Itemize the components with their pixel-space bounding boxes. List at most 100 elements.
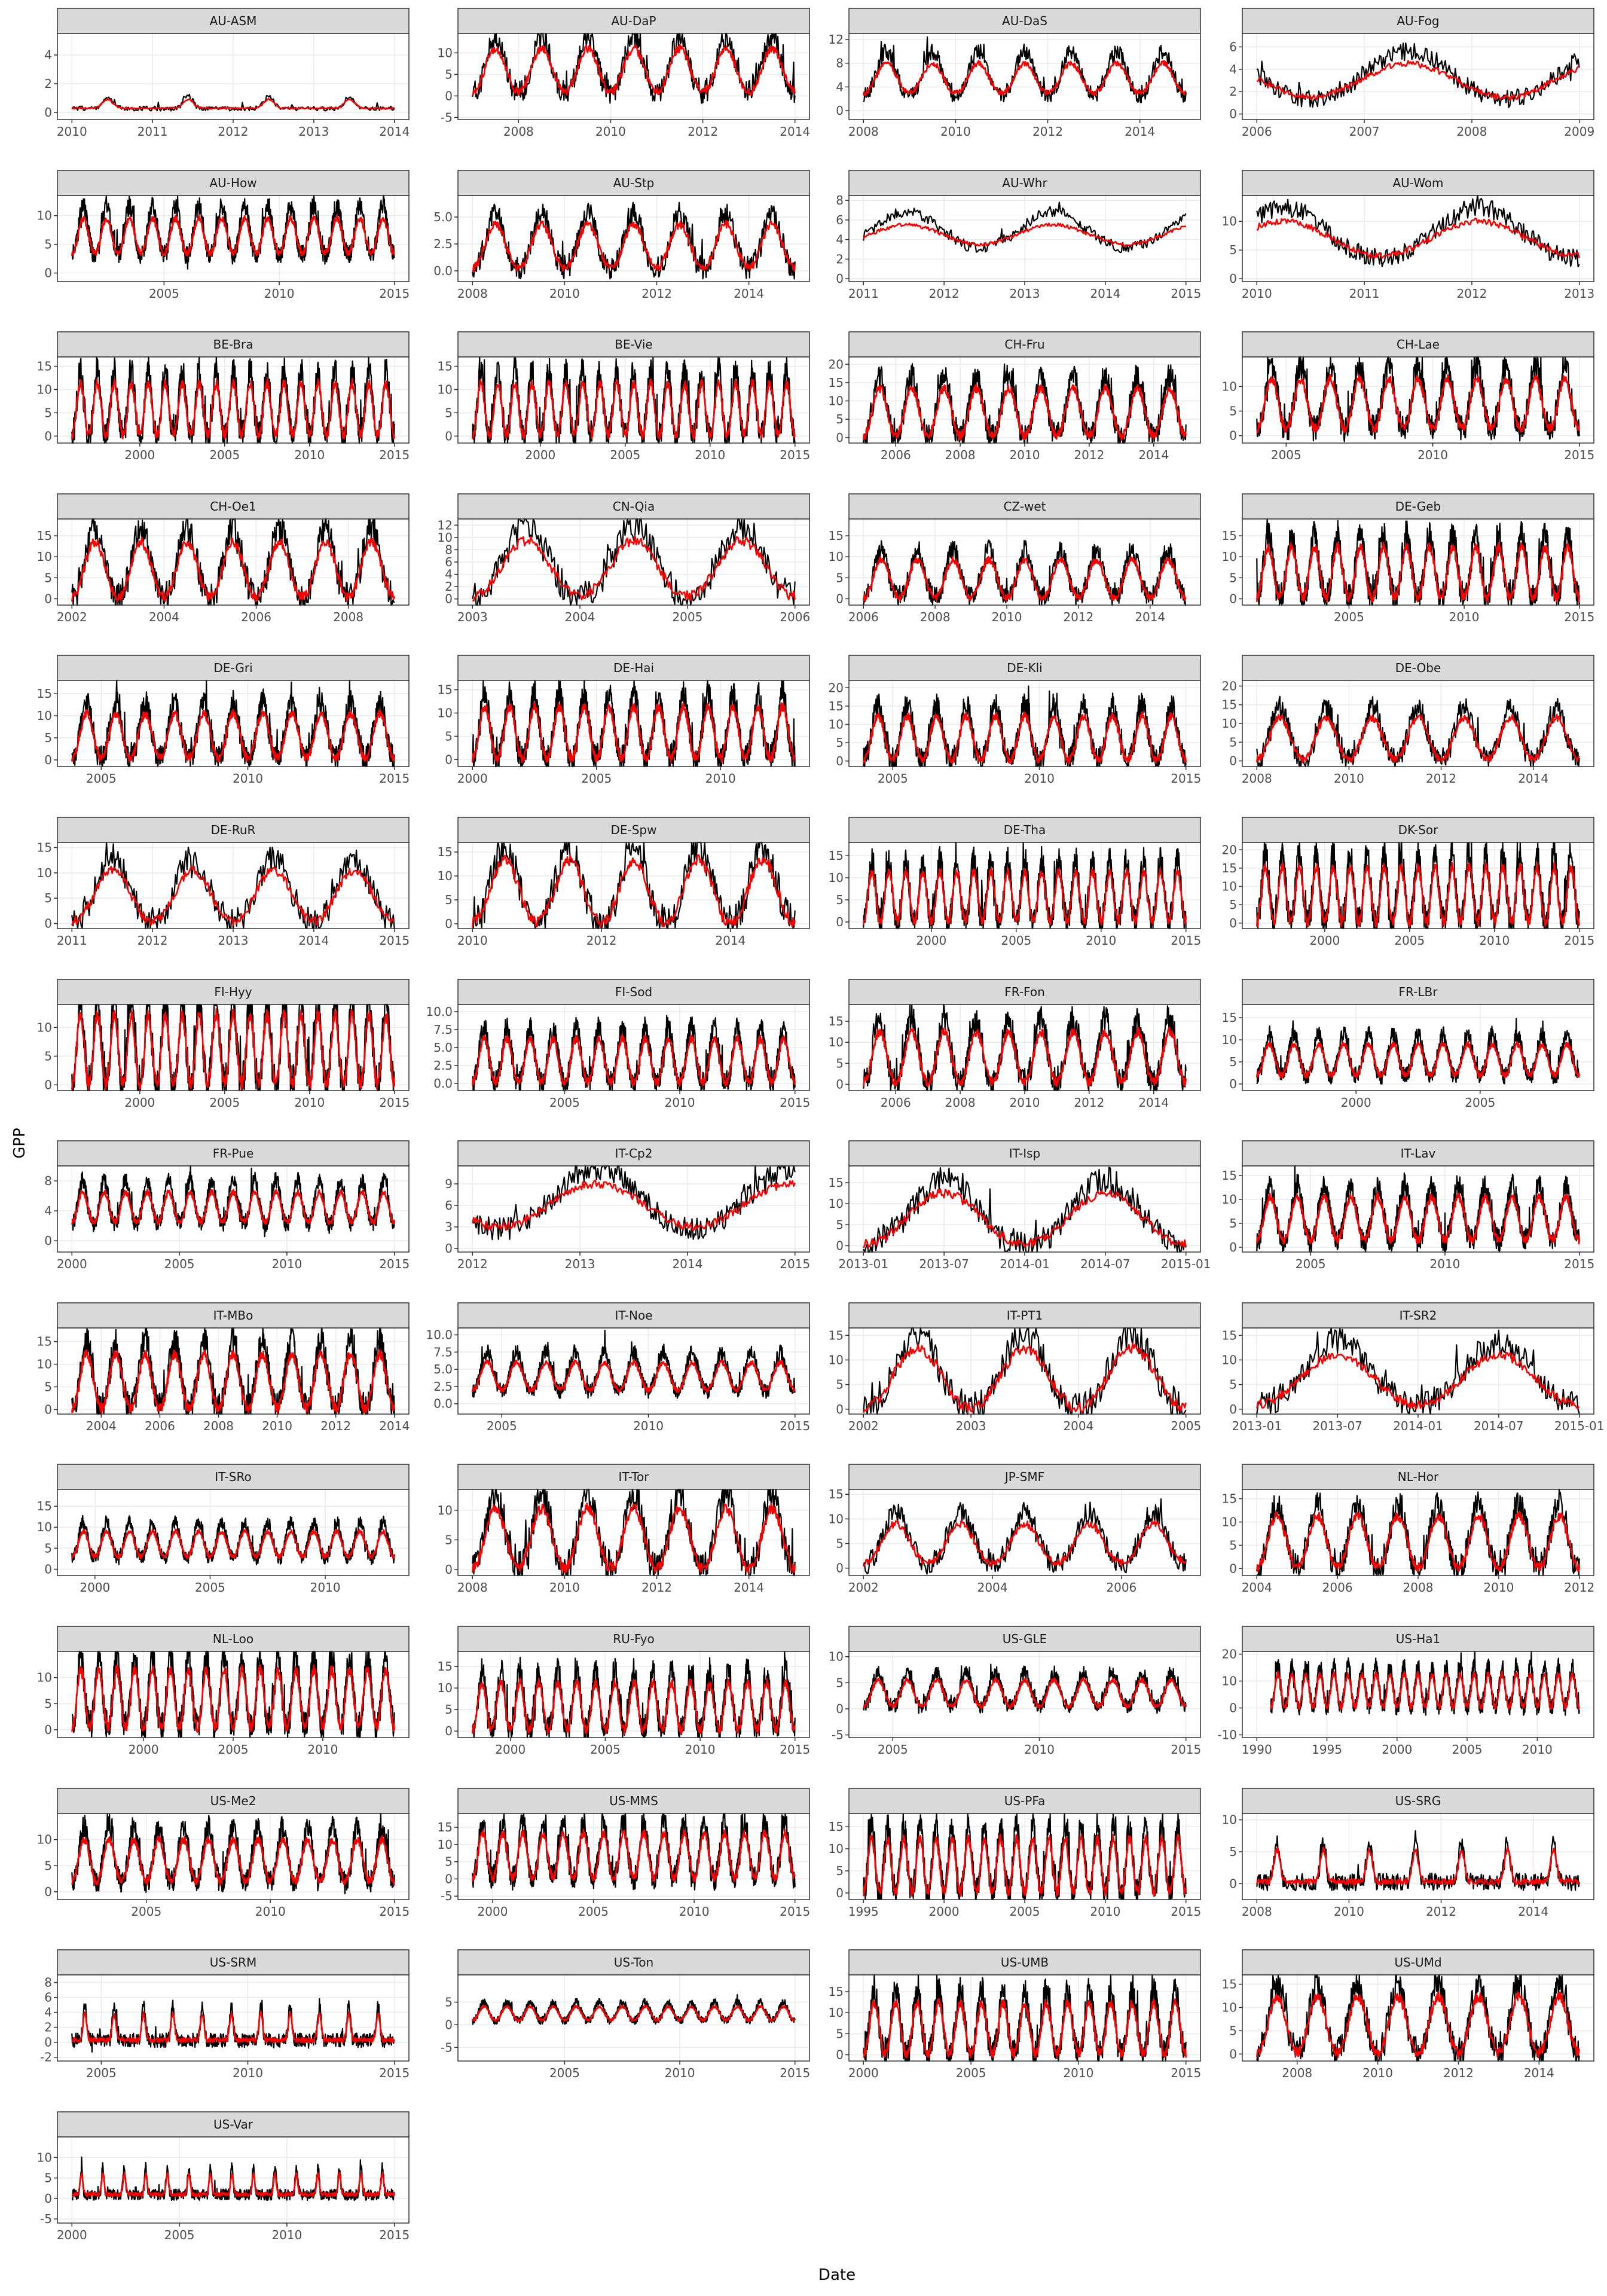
x-tick-label: 2008 (945, 1095, 976, 1110)
series-modelled (71, 2011, 395, 2044)
y-tick-label: 0 (445, 429, 453, 443)
panel-background (57, 196, 409, 282)
y-tick-label: 10 (829, 549, 844, 564)
panel-strip (1242, 331, 1594, 358)
panel-strip (457, 493, 810, 520)
panel-us-me2: US-Me2 0 5 10 2005 2010 2015 (37, 1788, 410, 1919)
panel-strip (57, 8, 410, 34)
x-tick-label: 2014-01 (1393, 1419, 1443, 1433)
y-tick-label: 15 (1222, 1328, 1237, 1342)
panel-background (57, 519, 409, 605)
y-tick-label: 5 (836, 1378, 844, 1392)
x-tick-label: 2010 (595, 124, 626, 139)
panel-us-srg: US-SRG 0 5 10 2008 2010 2012 2014 (1222, 1788, 1594, 1919)
y-tick-label: 5 (1229, 1378, 1237, 1392)
panel-title: NL-Hor (1398, 1470, 1439, 1484)
series-modelled (863, 1027, 1187, 1088)
x-tick-label: 2005 (131, 1904, 161, 1919)
y-tick-label: 0 (445, 2017, 453, 2032)
y-tick-label: 15 (829, 1819, 844, 1834)
panel-border (57, 1327, 410, 1415)
panel-title: DE-RuR (211, 823, 256, 837)
y-tick-label: 0 (836, 754, 844, 768)
y-tick-label: 8 (44, 1174, 52, 1188)
y-tick-label: 8 (445, 542, 453, 557)
panel-us-ton: US-Ton -5 0 5 2005 2010 2015 (441, 1949, 810, 2080)
panel-ch-lae: CH-Lae 0 5 10 2005 2010 2015 (1222, 331, 1594, 462)
x-tick-label: 2005 (209, 1095, 240, 1110)
x-tick-label: 2014 (298, 933, 329, 948)
y-tick-label: 15 (438, 359, 453, 374)
x-tick-label: 2015 (1171, 1742, 1201, 1757)
x-tick-label: 2010 (233, 771, 263, 786)
panel-strip (57, 331, 410, 358)
panel-border (848, 1327, 1201, 1415)
panel-title: JP-SMF (1004, 1470, 1044, 1484)
panel-border (457, 1327, 810, 1415)
x-tick-label: 2008 (1242, 1904, 1272, 1919)
y-tick-label: 4 (44, 1204, 52, 1218)
panel-strip (848, 817, 1201, 843)
panel-au-asm: AU-ASM 0 2 4 2010 2011 2012 2013 2014 (44, 8, 410, 139)
x-tick-label: 2008 (503, 124, 534, 139)
panel-title: CH-Oe1 (210, 499, 256, 514)
x-tick-label: 2005 (1465, 1095, 1495, 1110)
y-tick-label: -5 (441, 110, 453, 124)
x-tick-label: 2010 (1334, 1904, 1364, 1919)
y-tick-label: 5 (445, 729, 453, 743)
y-tick-label: 10 (1222, 214, 1237, 228)
series-modelled (71, 378, 395, 439)
panel-title: IT-Lav (1401, 1146, 1436, 1161)
x-tick-label: 2006 (780, 610, 810, 624)
panel-title: CH-Fru (1004, 337, 1044, 352)
x-tick-label: 2005 (878, 1742, 908, 1757)
panel-title: RU-Fyo (613, 1632, 655, 1646)
series-observed (1256, 1018, 1580, 1085)
y-tick-label: 0 (445, 1724, 453, 1738)
y-tick-label: 8 (836, 193, 844, 207)
x-tick-label: 2008 (1456, 124, 1487, 139)
panel-title: AU-DaP (611, 14, 656, 28)
x-tick-label: 2012 (1426, 1904, 1456, 1919)
y-tick-label: 0 (1229, 1701, 1237, 1715)
panel-strip (848, 1464, 1201, 1490)
panel-title: DE-Obe (1395, 661, 1441, 675)
x-tick-label: 2000 (57, 2228, 87, 2242)
x-tick-label: 2004 (1242, 1580, 1272, 1595)
y-tick-label: 0 (1229, 1561, 1237, 1576)
y-tick-label: 5 (445, 405, 453, 420)
y-tick-label: 15 (438, 845, 453, 859)
x-tick-label: 2014 (1125, 124, 1155, 139)
x-tick-label: 2013-01 (1232, 1419, 1282, 1433)
series-observed (863, 1167, 1187, 1253)
panel-title: FR-Pue (213, 1146, 254, 1161)
panel-border (457, 680, 810, 767)
panel-de-gri: DE-Gri 0 5 10 15 2005 2010 2015 (37, 655, 410, 786)
x-tick-label: 2008 (333, 610, 363, 624)
x-tick-label: 2010 (457, 933, 488, 948)
x-tick-label: 2002 (848, 1580, 879, 1595)
x-tick-label: 2008 (920, 610, 951, 624)
panel-title: IT-Isp (1009, 1146, 1041, 1161)
panel-fr-pue: FR-Pue 0 4 8 2000 2005 2010 2015 (44, 1140, 410, 1271)
panel-de-kli: DE-Kli 0 5 10 15 20 2005 2010 2015 (829, 655, 1201, 786)
x-tick-label: 2005 (164, 2228, 195, 2242)
panel-background (1242, 33, 1594, 120)
y-tick-label: 0 (1229, 1876, 1237, 1891)
series-observed (1256, 1327, 1580, 1415)
x-tick-label: 1990 (1242, 1742, 1272, 1757)
y-tick-label: 0 (44, 1402, 52, 1416)
x-tick-label: 1995 (1312, 1742, 1342, 1757)
y-tick-label: 15 (829, 699, 844, 713)
x-tick-label: 2014 (1138, 1095, 1169, 1110)
x-tick-label: 2002 (57, 610, 87, 624)
y-tick-label: 0 (1229, 1402, 1237, 1416)
panel-ch-fru: CH-Fru 0 5 10 15 20 2006 2008 2010 2012 2014 (829, 331, 1201, 462)
y-tick-label: 0 (1229, 916, 1237, 930)
panel-strip (457, 1788, 810, 1814)
x-tick-label: 2015 (1564, 448, 1594, 462)
x-tick-label: 2013 (565, 1257, 595, 1271)
panel-strip (57, 1626, 410, 1652)
x-tick-label: 2006 (241, 610, 271, 624)
